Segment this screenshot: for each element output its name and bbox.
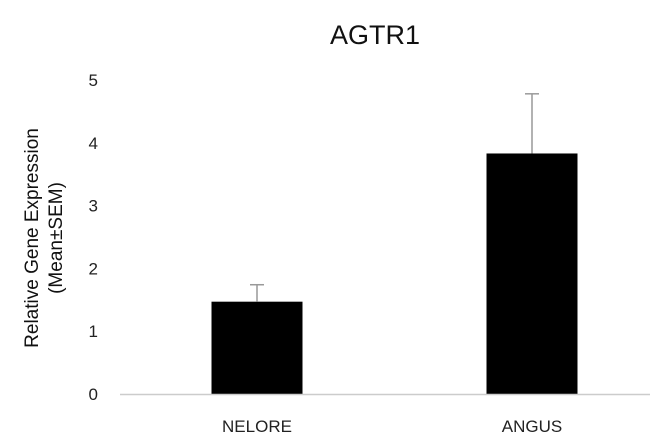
y-tick-label: 5	[89, 71, 98, 90]
y-tick-label: 4	[89, 134, 98, 153]
bar-nelore	[211, 301, 303, 394]
y-tick-label: 0	[89, 385, 98, 404]
y-axis-label-line-1: Relative Gene Expression	[22, 128, 43, 348]
error-bars	[250, 93, 539, 302]
y-tick-label: 3	[89, 197, 98, 216]
bars	[211, 153, 578, 394]
y-axis-label-line-2: (Mean±SEM)	[46, 182, 67, 294]
x-tick-label-angus: ANGUS	[502, 417, 562, 436]
y-tick-label: 2	[89, 259, 98, 278]
y-axis-ticks: 0 1 2 3 4 5	[89, 71, 98, 404]
chart-title: AGTR1	[330, 20, 420, 50]
error-bar-angus	[525, 93, 539, 154]
bar-angus	[486, 153, 578, 394]
x-axis-labels: NELORE ANGUS	[222, 417, 562, 436]
error-bar-nelore	[250, 283, 264, 302]
y-axis-label: Relative Gene Expression (Mean±SEM)	[22, 128, 67, 348]
y-tick-label: 1	[89, 322, 98, 341]
x-tick-label-nelore: NELORE	[222, 417, 292, 436]
